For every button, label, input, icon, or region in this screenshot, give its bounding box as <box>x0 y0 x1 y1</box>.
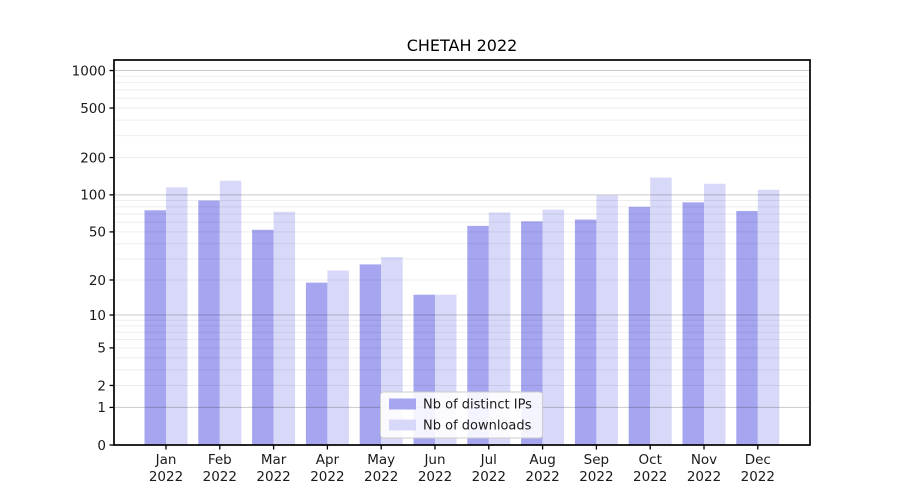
gridlines-major <box>115 70 809 408</box>
y-tick-label: 5 <box>97 341 106 357</box>
y-tick-label: 1 <box>97 400 106 416</box>
y-tick-label: 20 <box>89 273 106 289</box>
y-tick-label: 200 <box>80 150 106 166</box>
y-tick-label: 1000 <box>72 63 106 79</box>
x-axis: Jan 2022 Feb 2022 Mar 2022 Apr 2022 May 2022 Jun 20… <box>149 445 775 485</box>
bar-downloads-apr <box>327 270 349 445</box>
bar-ips-oct <box>628 206 651 445</box>
legend-label-downloads: Nb of downloads <box>423 419 532 434</box>
bar-ips-may <box>359 264 382 445</box>
x-tick-label: Feb 2022 <box>203 452 237 485</box>
bar-downloads-feb <box>219 180 242 445</box>
bar-ips-jul <box>467 225 489 445</box>
x-tick-label: Jul 2022 <box>472 452 506 485</box>
x-tick-label: Jan 2022 <box>149 452 183 485</box>
y-tick-label: 50 <box>89 225 106 241</box>
legend-swatch-downloads <box>389 419 416 431</box>
bar-downloads-aug <box>542 209 565 445</box>
bar-downloads-mar <box>273 211 296 445</box>
x-tick-label: May 2022 <box>364 452 398 485</box>
bar-downloads-dec <box>757 189 780 445</box>
bar-ips-mar <box>252 229 274 445</box>
x-tick-label: Nov 2022 <box>687 452 721 485</box>
x-tick-label: Jun 2022 <box>418 452 452 485</box>
x-tick-label: Sep 2022 <box>579 452 613 485</box>
y-tick-label: 10 <box>89 308 106 324</box>
bar-downloads-jan <box>166 187 188 445</box>
y-tick-label: 100 <box>80 188 106 204</box>
bar-downloads-jul <box>488 212 511 445</box>
bar-downloads-oct <box>650 177 672 445</box>
gridlines-minor <box>115 75 809 386</box>
legend-label-distinct-ips: Nb of distinct IPs <box>423 398 532 413</box>
x-tick-label: Oct 2022 <box>633 452 667 485</box>
bars-downloads <box>166 177 780 445</box>
legend-box <box>380 391 543 439</box>
bar-ips-sep <box>574 219 597 445</box>
bar-downloads-nov <box>704 183 726 445</box>
chart-title: CHETAH 2022 <box>407 36 518 55</box>
x-tick-label: Mar 2022 <box>256 452 290 485</box>
plot-spines <box>113 59 811 446</box>
y-tick-label: 0 <box>97 438 106 454</box>
bar-downloads-sep <box>596 195 618 445</box>
y-tick-label: 2 <box>97 378 106 394</box>
bar-ips-dec <box>736 210 758 445</box>
bar-ips-aug <box>521 221 543 445</box>
legend-swatch-distinct-ips <box>389 398 416 410</box>
y-tick-label: 500 <box>80 101 106 117</box>
bar-ips-feb <box>198 200 220 445</box>
legend: Nb of distinct IPs Nb of downloads <box>380 391 543 439</box>
y-axis: 0 1 2 5 10 20 50 100 200 500 1000 <box>72 63 114 454</box>
bar-ips-jan <box>144 210 166 445</box>
x-tick-label: Dec 2022 <box>741 452 775 485</box>
bar-ips-apr <box>305 282 328 445</box>
x-tick-label: Aug 2022 <box>525 452 559 485</box>
x-tick-label: Apr 2022 <box>310 452 344 485</box>
bar-ips-nov <box>682 202 704 445</box>
